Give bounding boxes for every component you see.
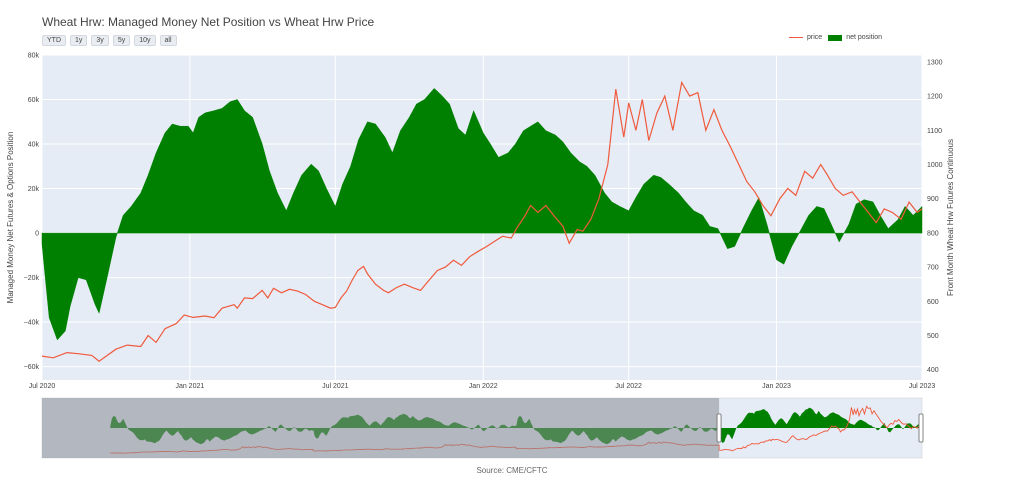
y-tick-label-left: 80k — [28, 53, 40, 60]
y-tick-label-right: 1100 — [927, 128, 942, 135]
y-tick-label-left: 0 — [35, 231, 39, 238]
y-tick-label-left: −20k — [24, 275, 40, 282]
x-tick-label: Jul 2023 — [909, 383, 936, 390]
x-tick-label: Jul 2020 — [29, 383, 56, 390]
range-slider-handle-right[interactable] — [918, 413, 924, 443]
net-position-area — [41, 88, 923, 341]
y-tick-label-left: 40k — [28, 142, 40, 149]
y-tick-label-right: 1300 — [927, 59, 943, 66]
range-button-3y[interactable]: 3y — [91, 35, 109, 46]
range-slider[interactable] — [41, 397, 924, 459]
y-axis-title-right: Front Month Wheat Hrw Futures Continuous — [946, 139, 955, 296]
x-tick-label: Jul 2022 — [615, 383, 642, 390]
legend: price net position — [789, 34, 882, 41]
y-axis-left: 80k 60k 40k 20k 0 −20k −40k −60k — [24, 53, 40, 372]
y-tick-label-right: 800 — [927, 230, 939, 237]
x-tick-label: Jul 2021 — [322, 383, 349, 390]
range-button-1y[interactable]: 1y — [70, 35, 88, 46]
y-axis-right: 400 500 600 700 800 900 1000 1100 1200 1300 — [927, 59, 943, 374]
y-tick-label-right: 1200 — [927, 94, 943, 101]
source-note: Source: CME/CFTC — [476, 466, 548, 475]
y-axis-title-left: Managed Money Net Futures & Options Posi… — [6, 132, 15, 304]
y-tick-label-left: 20k — [28, 186, 40, 193]
legend-swatch-price — [789, 37, 803, 38]
x-tick-label: Jan 2023 — [762, 383, 791, 390]
range-slider-handle-left[interactable] — [716, 413, 722, 443]
y-tick-label-right: 900 — [927, 196, 939, 203]
y-tick-label-left: −40k — [24, 320, 40, 327]
y-tick-label-right: 600 — [927, 299, 939, 306]
range-button-ytd[interactable]: YTD — [42, 35, 66, 46]
price-line — [41, 80, 923, 362]
x-tick-label: Jan 2022 — [469, 383, 498, 390]
legend-swatch-net-position — [828, 34, 843, 41]
legend-item-net-position[interactable]: net position — [828, 34, 882, 41]
legend-label-price: price — [807, 34, 823, 41]
y-tick-label-left: 60k — [28, 97, 40, 104]
legend-item-price[interactable]: price — [789, 34, 822, 41]
range-selector: YTD 1y 3y 5y 10y all — [42, 35, 177, 46]
y-tick-label-right: 400 — [927, 367, 939, 374]
range-button-10y[interactable]: 10y — [134, 35, 156, 46]
legend-label-net-position: net position — [846, 34, 882, 41]
y-tick-label-left: −60k — [24, 364, 40, 371]
range-button-all[interactable]: all — [159, 35, 177, 46]
y-tick-label-right: 1000 — [927, 162, 943, 169]
y-tick-label-right: 700 — [927, 265, 939, 272]
chart-title: Wheat Hrw: Managed Money Net Position vs… — [42, 15, 375, 29]
y-tick-label-right: 500 — [927, 333, 939, 340]
x-tick-label: Jan 2021 — [175, 383, 204, 390]
range-slider-unselected-mask — [42, 398, 720, 458]
x-axis: Jul 2020 Jan 2021 Jul 2021 Jan 2022 Jul 2022… — [29, 383, 936, 390]
range-button-5y[interactable]: 5y — [112, 35, 131, 46]
